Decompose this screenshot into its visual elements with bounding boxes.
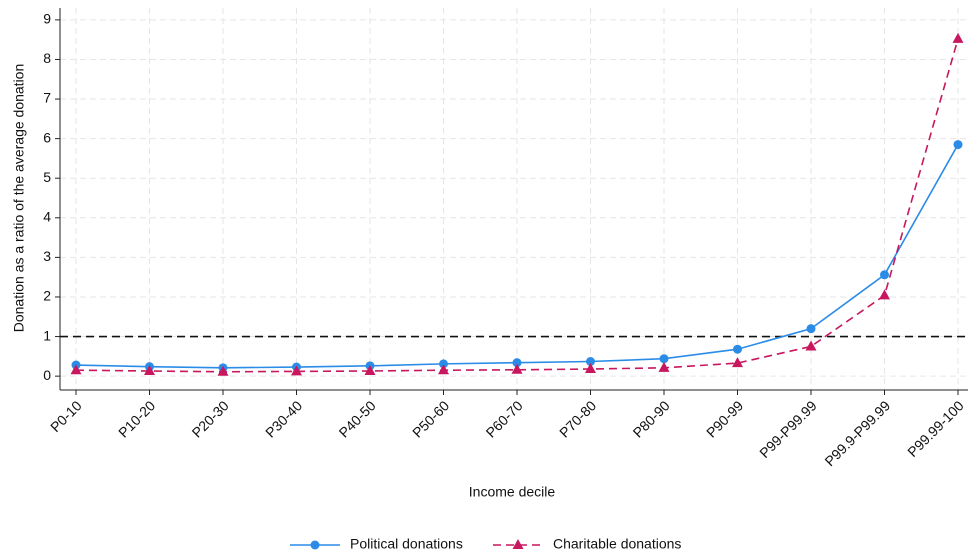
x-tick-label: P30-40 bbox=[262, 397, 305, 440]
data-point bbox=[879, 289, 890, 300]
x-tick-label: P40-50 bbox=[335, 397, 378, 440]
x-tick-label: P60-70 bbox=[482, 397, 525, 440]
x-tick-label: P10-20 bbox=[115, 397, 158, 440]
x-axis-title: Income decile bbox=[469, 484, 556, 500]
data-point bbox=[659, 354, 669, 364]
x-tick-label: P99-P99.99 bbox=[756, 397, 820, 461]
x-tick-label: P80-90 bbox=[629, 397, 672, 440]
y-tick-label: 0 bbox=[43, 367, 51, 383]
data-point bbox=[70, 364, 82, 375]
x-tick-label: P90-99 bbox=[703, 397, 746, 440]
x-tick-label: P0-10 bbox=[47, 397, 85, 435]
data-point bbox=[805, 340, 817, 351]
x-tick-label: P99.99-100 bbox=[904, 397, 967, 460]
y-tick-label: 6 bbox=[43, 129, 51, 145]
data-point bbox=[291, 365, 302, 376]
data-point bbox=[658, 361, 670, 372]
legend-label: Charitable donations bbox=[553, 536, 681, 552]
data-point bbox=[585, 363, 596, 374]
data-point bbox=[144, 364, 155, 375]
data-point bbox=[953, 140, 963, 150]
data-point bbox=[511, 363, 523, 374]
data-point bbox=[439, 359, 448, 369]
y-tick-label: 2 bbox=[43, 288, 51, 304]
y-axis-title: Donation as a ratio of the average donat… bbox=[11, 64, 27, 333]
x-tick-label: P20-30 bbox=[188, 397, 231, 440]
data-point bbox=[733, 344, 742, 354]
x-tick-label: P99.9-P99.99 bbox=[821, 397, 893, 469]
x-tick-label: P70-80 bbox=[556, 397, 599, 440]
y-tick-label: 7 bbox=[43, 90, 51, 106]
y-tick-label: 9 bbox=[43, 11, 51, 27]
legend-label: Political donations bbox=[350, 536, 463, 552]
y-tick-label: 3 bbox=[43, 248, 51, 264]
data-point bbox=[512, 358, 522, 368]
data-point bbox=[806, 324, 816, 334]
data-point bbox=[217, 365, 229, 376]
y-tick-label: 4 bbox=[43, 209, 51, 225]
x-tick-label: P50-60 bbox=[409, 397, 452, 440]
data-point bbox=[732, 357, 743, 368]
y-tick-label: 8 bbox=[43, 50, 51, 66]
data-point bbox=[364, 364, 376, 375]
data-point bbox=[880, 270, 889, 280]
data-point bbox=[438, 364, 449, 375]
y-tick-label: 1 bbox=[43, 327, 51, 343]
data-point bbox=[952, 32, 964, 43]
y-tick-label: 5 bbox=[43, 169, 51, 185]
data-point bbox=[586, 356, 595, 366]
legend-marker bbox=[512, 539, 524, 549]
legend-marker bbox=[310, 540, 320, 550]
